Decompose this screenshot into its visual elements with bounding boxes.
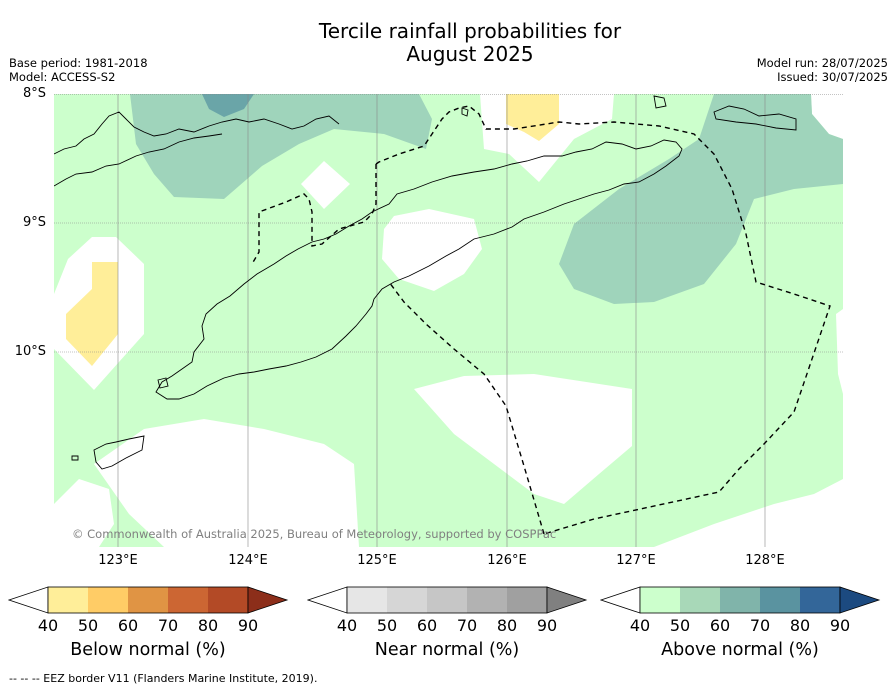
near-tick-80: 80 — [496, 616, 518, 635]
no-signal-area-southeast — [654, 479, 843, 547]
above-normal-title: Above normal (%) — [661, 640, 819, 660]
below-tick-40: 40 — [37, 616, 59, 635]
coastlines — [54, 95, 797, 470]
colorbar-near-normal — [307, 586, 588, 614]
model-run-text: Model run: 28/07/2025 — [756, 56, 888, 70]
below-colorbar-segment-1 — [48, 587, 88, 613]
coastline-rote — [93, 435, 145, 470]
meta-left: Base period: 1981-2018 Model: ACCESS-S2 — [9, 56, 148, 84]
coastline-island-small-1 — [653, 95, 667, 109]
colorbar-below-normal — [8, 586, 289, 614]
issued-text: Issued: 30/07/2025 — [777, 70, 888, 84]
near-colorbar-extend-low — [307, 586, 348, 614]
near-colorbar-segment-4 — [467, 587, 507, 613]
near-colorbar-segment-3 — [427, 587, 467, 613]
lon-label-123e: 123°E — [98, 553, 138, 568]
eez-border-south — [388, 281, 545, 535]
below-tick-60: 60 — [117, 616, 139, 635]
lon-label-127e: 127°E — [616, 553, 656, 568]
above-tick-80: 80 — [789, 616, 811, 635]
below-colorbar-segment-4 — [168, 587, 208, 613]
below-tick-90: 90 — [237, 616, 259, 635]
colorbar-above-normal — [600, 586, 881, 614]
above-tick-70: 70 — [749, 616, 771, 635]
title-line-2: August 2025 — [406, 42, 534, 66]
eez-border-north — [375, 105, 831, 535]
below-colorbar-extend-low — [8, 586, 49, 614]
above-tick-40: 40 — [629, 616, 651, 635]
near-colorbar-segment-2 — [387, 587, 427, 613]
near-tick-90: 90 — [536, 616, 558, 635]
no-signal-area-center — [382, 209, 482, 291]
near-colorbar-extend-high — [546, 586, 588, 614]
above-normal-50-60-north — [130, 94, 432, 199]
no-signal-area-south — [414, 374, 632, 504]
no-signal-area-far-southwest — [54, 479, 114, 547]
above-tick-90: 90 — [829, 616, 851, 635]
above-normal-60-70-north — [202, 94, 254, 117]
copyright-notice: © Commonwealth of Australia 2025, Bureau… — [72, 527, 557, 541]
coastline-island-small-2 — [461, 107, 469, 117]
coastline-islet-2 — [71, 455, 79, 461]
below-colorbar-segment-3 — [128, 587, 168, 613]
above-colorbar-extend-high — [839, 586, 881, 614]
below-tick-70: 70 — [157, 616, 179, 635]
eez-border-note: -- -- -- EEZ border V11 (Flanders Marine… — [9, 672, 318, 685]
meta-right: Model run: 28/07/2025 Issued: 30/07/2025 — [757, 56, 888, 84]
above-colorbar-segment-5 — [800, 587, 840, 613]
probability-map — [54, 94, 843, 547]
near-normal-title: Near normal (%) — [374, 640, 520, 660]
below-normal-40-50-north — [506, 94, 559, 141]
above-normal-50-60-east — [559, 94, 843, 304]
lon-label-128e: 128°E — [745, 553, 785, 568]
title-line-1: Tercile rainfall probabilities for — [318, 19, 622, 43]
below-colorbar-segment-5 — [208, 587, 248, 613]
map-title: Tercile rainfall probabilities for Augus… — [0, 20, 896, 66]
below-colorbar-extend-high — [247, 586, 289, 614]
coastline-flores-north — [54, 111, 340, 155]
no-signal-diamond — [301, 161, 350, 209]
near-tick-60: 60 — [416, 616, 438, 635]
lon-label-126e: 126°E — [487, 553, 527, 568]
model-text: Model: ACCESS-S2 — [9, 70, 116, 84]
lat-label-10s: 10°S — [14, 344, 46, 359]
gridlines — [54, 94, 843, 547]
below-tick-80: 80 — [197, 616, 219, 635]
near-colorbar-segment-1 — [347, 587, 387, 613]
lat-label-8s: 8°S — [22, 86, 46, 101]
near-tick-40: 40 — [336, 616, 358, 635]
below-normal-title: Below normal (%) — [70, 640, 226, 660]
above-colorbar-segment-4 — [760, 587, 800, 613]
near-colorbar-segment-5 — [507, 587, 547, 613]
base-period-text: Base period: 1981-2018 — [9, 56, 148, 70]
above-colorbar-segment-3 — [720, 587, 760, 613]
near-tick-50: 50 — [376, 616, 398, 635]
below-normal-40-50-west — [66, 262, 118, 366]
above-colorbar-segment-1 — [640, 587, 680, 613]
above-colorbar-segment-2 — [680, 587, 720, 613]
no-signal-area-east-edge — [836, 309, 843, 394]
coastline-alor — [713, 105, 797, 131]
no-signal-area-southwest — [94, 419, 359, 547]
no-signal-area-topright — [811, 94, 843, 139]
coastline-timor — [155, 139, 683, 400]
lat-label-9s: 9°S — [22, 215, 46, 230]
eez-border-west — [251, 164, 377, 265]
eez-border — [251, 105, 831, 535]
below-colorbar-segment-2 — [88, 587, 128, 613]
above-tick-60: 60 — [709, 616, 731, 635]
coastline-islet-1 — [157, 377, 169, 389]
above-colorbar-extend-low — [600, 586, 641, 614]
lon-label-125e: 125°E — [357, 553, 397, 568]
near-tick-70: 70 — [456, 616, 478, 635]
above-tick-50: 50 — [669, 616, 691, 635]
coastline-flores-bay — [54, 133, 223, 187]
below-tick-50: 50 — [77, 616, 99, 635]
lon-label-124e: 124°E — [228, 553, 268, 568]
